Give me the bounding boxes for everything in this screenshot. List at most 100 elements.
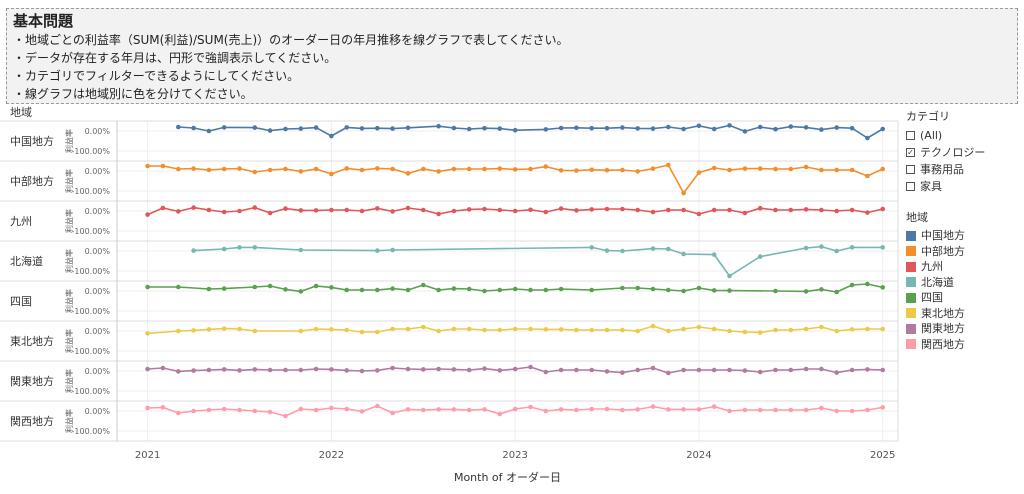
data-point — [298, 406, 304, 412]
data-point — [436, 123, 441, 129]
legend-item[interactable]: 関東地方 — [906, 321, 1020, 337]
data-point — [497, 287, 503, 293]
data-point — [329, 367, 334, 372]
legend-item[interactable]: 中部地方 — [906, 244, 1020, 260]
y-tick-label: -100.00% — [72, 387, 111, 396]
data-point — [221, 286, 227, 291]
data-point — [405, 366, 411, 372]
data-point — [834, 408, 839, 414]
filter-option-office-supplies[interactable]: 事務用品 — [906, 161, 1020, 178]
legend-swatch — [906, 323, 916, 334]
legend-item[interactable]: 九州 — [906, 259, 1020, 275]
data-point — [666, 287, 671, 293]
data-point — [834, 125, 839, 130]
data-point — [558, 206, 564, 211]
y-tick-label: 0.00% — [85, 127, 111, 136]
data-point — [711, 404, 717, 409]
y-tick-label: -100.00% — [72, 147, 111, 156]
filter-option-technology[interactable]: ✓ テクノロジー — [906, 144, 1020, 161]
data-point — [834, 248, 839, 254]
data-point — [865, 210, 870, 215]
data-point — [849, 408, 855, 414]
checkbox-icon[interactable] — [906, 165, 915, 174]
data-point — [283, 126, 288, 132]
y-tick-label: -100.00% — [72, 307, 111, 316]
legend-item[interactable]: 四国 — [906, 290, 1020, 306]
data-point — [390, 326, 395, 332]
y-tick-label: -100.00% — [72, 427, 111, 436]
region-label: 九州 — [10, 215, 32, 228]
legend-item[interactable]: 中国地方 — [906, 228, 1020, 244]
data-point — [711, 367, 717, 373]
data-point — [145, 366, 150, 372]
data-point — [206, 167, 212, 173]
checkbox-icon[interactable]: ✓ — [906, 148, 915, 157]
data-point — [390, 247, 395, 253]
x-tick-label: 2023 — [502, 450, 527, 461]
data-point — [375, 248, 380, 253]
data-point — [727, 167, 732, 173]
filter-option-all[interactable]: (All) — [906, 127, 1020, 144]
data-point — [482, 366, 487, 371]
filter-option-furniture[interactable]: 家具 — [906, 178, 1020, 195]
data-point — [773, 126, 778, 132]
data-point — [451, 367, 457, 372]
data-point — [803, 125, 809, 130]
data-point — [543, 164, 549, 169]
data-point — [329, 285, 334, 290]
region-label: 東北地方 — [10, 334, 54, 348]
data-point — [635, 367, 640, 373]
data-point — [359, 287, 365, 293]
data-point — [221, 246, 227, 252]
data-point — [819, 287, 824, 292]
data-point — [237, 208, 242, 214]
legend-item[interactable]: 東北地方 — [906, 306, 1020, 322]
data-point — [543, 209, 549, 215]
y-tick-label: 0.00% — [85, 167, 111, 176]
data-point — [635, 328, 640, 334]
data-point — [666, 370, 671, 376]
data-point — [558, 286, 564, 292]
data-point — [849, 125, 855, 131]
data-point — [589, 406, 594, 412]
data-point — [849, 245, 855, 250]
data-point — [604, 406, 610, 412]
data-point — [773, 367, 778, 373]
legend-label: 東北地方 — [921, 306, 965, 320]
data-point — [803, 326, 809, 332]
data-point — [604, 248, 610, 253]
data-point — [880, 285, 885, 290]
data-point — [696, 285, 702, 291]
data-point — [574, 208, 579, 213]
data-point — [421, 324, 426, 330]
data-point — [512, 127, 518, 133]
data-point — [681, 190, 686, 196]
data-point — [313, 326, 319, 332]
y-axis-title: 利益率 — [64, 329, 74, 353]
data-point — [788, 166, 794, 172]
data-point — [711, 288, 717, 293]
data-point — [497, 126, 503, 131]
data-point — [252, 125, 258, 130]
data-point — [803, 366, 809, 372]
data-point — [620, 327, 625, 333]
data-point — [359, 208, 365, 214]
legend-item[interactable]: 北海道 — [906, 275, 1020, 291]
checkbox-icon[interactable] — [906, 182, 915, 191]
data-point — [145, 212, 150, 217]
data-point — [788, 207, 794, 213]
x-tick-label: 2025 — [870, 450, 895, 461]
data-point — [466, 367, 472, 373]
checkbox-icon[interactable] — [906, 131, 915, 140]
data-point — [221, 367, 227, 372]
data-point — [405, 326, 411, 332]
data-point — [451, 208, 457, 214]
legend-item[interactable]: 関西地方 — [906, 337, 1020, 353]
data-point — [574, 407, 579, 413]
data-point — [696, 407, 702, 412]
y-axis-title: 利益率 — [64, 209, 74, 233]
legend-title: 地域 — [906, 211, 928, 224]
side-panel: カテゴリ (All) ✓ テクノロジー 事務用品 家具 地域 中国地方 中部地方 九州… — [906, 108, 1020, 352]
data-point — [711, 165, 717, 171]
data-point — [359, 409, 365, 414]
